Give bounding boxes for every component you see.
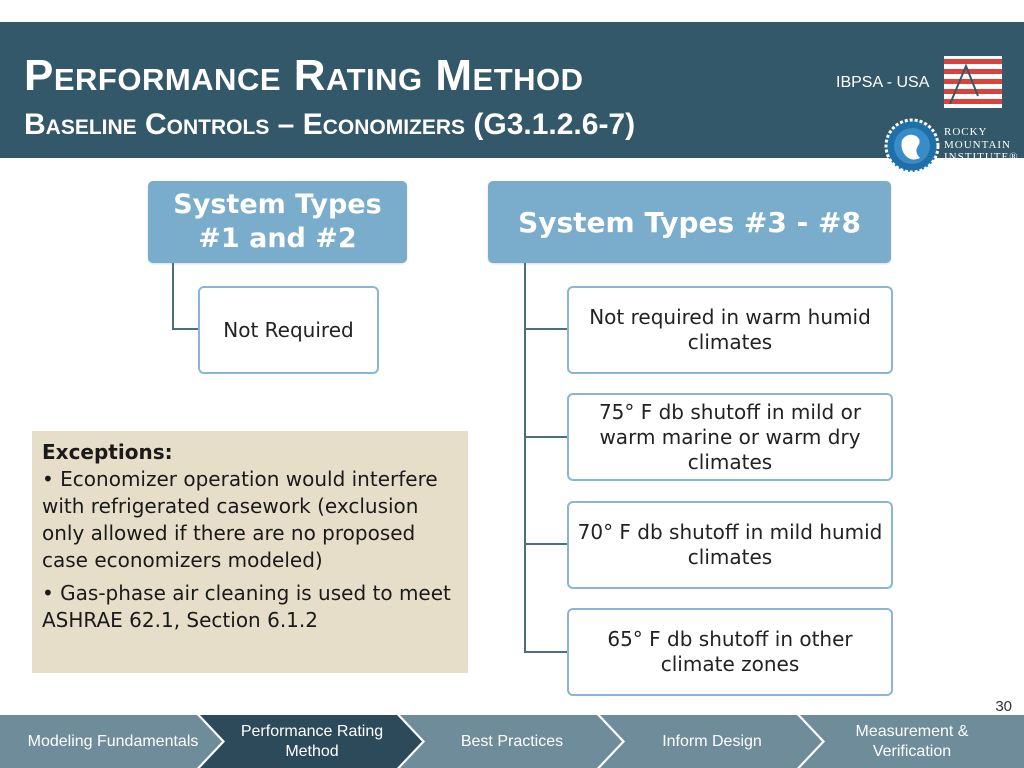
not-required-node: Not Required [198,286,379,374]
exception-item: • Economizer operation would interfere w… [42,467,438,572]
connector-line [524,651,568,653]
warm-humid-node: Not required in warm humid climates [567,286,893,374]
nav-item-modeling-fundamentals[interactable]: Modeling Fundamentals [27,732,199,750]
nav-chevrons [0,715,1024,768]
nav-item-performance-rating-method[interactable]: Performance Rating Method [240,723,384,760]
connector-line [524,543,568,545]
70f-shutoff-node: 70° F db shutoff in mild humid climates [567,501,893,589]
nav-chevron-modeling [0,715,222,768]
connector-line [172,328,200,330]
system-types-3-8-heading: System Types #3 - #8 [488,181,891,263]
org-label: IBPSA - USA [836,74,930,91]
connector-line [524,263,526,652]
75f-shutoff-node: 75° F db shutoff in mild or warm marine … [567,393,893,481]
bottom-navigation: Modeling Fundamentals Performance Rating… [0,715,1024,768]
nav-chevron-prm [200,715,422,768]
slide-header: Performance Rating Method Baseline Contr… [0,22,1024,174]
65f-shutoff-node: 65° F db shutoff in other climate zones [567,608,893,696]
rmi-wordmark: Rocky Mountain Institute® [944,126,1019,164]
flag-logo-icon [944,56,1002,108]
nav-chevron-inform-design [600,715,822,768]
exceptions-title: Exceptions: [42,440,173,464]
system-types-1-2-heading: System Types #1 and #2 [148,181,407,263]
nav-item-inform-design[interactable]: Inform Design [662,732,762,750]
exception-item: • Gas-phase air cleaning is used to meet… [42,581,451,632]
connector-line [524,328,568,330]
nav-chevron-mv [800,715,1024,768]
globe-logo-icon [884,118,940,174]
nav-item-measurement-verification[interactable]: Measurement & Verification [855,723,969,760]
slide-title: Performance Rating Method [24,51,584,100]
page-number: 30 [995,698,1012,715]
exceptions-box: Exceptions: • Economizer operation would… [32,431,468,673]
nav-item-best-practices[interactable]: Best Practices [460,732,564,750]
connector-line [172,263,174,330]
slide-subtitle: Baseline Controls – Economizers (G3.1.2.… [24,108,636,141]
nav-chevron-best-practices [400,715,622,768]
connector-line [524,436,568,438]
